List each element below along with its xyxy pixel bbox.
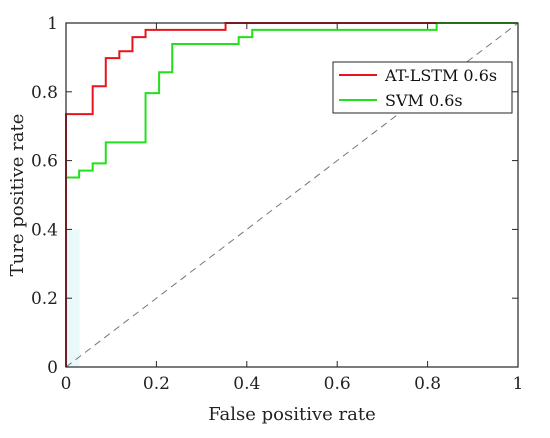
x-tick-label: 0 <box>61 374 72 394</box>
x-axis-label: False positive rate <box>208 404 375 425</box>
shaded-region <box>66 229 80 367</box>
x-tick-label: 1 <box>513 374 524 394</box>
y-tick-label: 0.2 <box>31 289 58 309</box>
tick-layer: 0 0.2 0.4 0.6 0.8 1 0 0.2 0.4 0.6 0.8 1 <box>31 14 523 394</box>
legend-label-svm: SVM 0.6s <box>385 91 463 110</box>
series-line-at-lstm-0-6s <box>65 22 437 367</box>
y-tick-label: 0.4 <box>31 220 58 240</box>
y-tick-label: 0 <box>47 358 58 378</box>
y-tick-label: 0.8 <box>31 83 58 103</box>
y-tick-label: 0.6 <box>31 152 58 172</box>
shaded-region-layer <box>66 229 80 367</box>
x-tick-label: 0.6 <box>324 374 351 394</box>
x-tick-label: 0.4 <box>233 374 260 394</box>
legend-label-at-lstm: AT-LSTM 0.6s <box>384 66 497 85</box>
legend: AT-LSTM 0.6s SVM 0.6s <box>332 61 513 114</box>
plot-frame <box>65 22 519 368</box>
series-line-svm-0-6s <box>65 22 518 367</box>
legend-box <box>332 61 513 114</box>
x-tick-label: 0.2 <box>143 374 170 394</box>
y-axis-label: Ture positive rate <box>7 114 28 277</box>
y-tick-label: 1 <box>47 14 58 34</box>
x-tick-label: 0.8 <box>414 374 441 394</box>
